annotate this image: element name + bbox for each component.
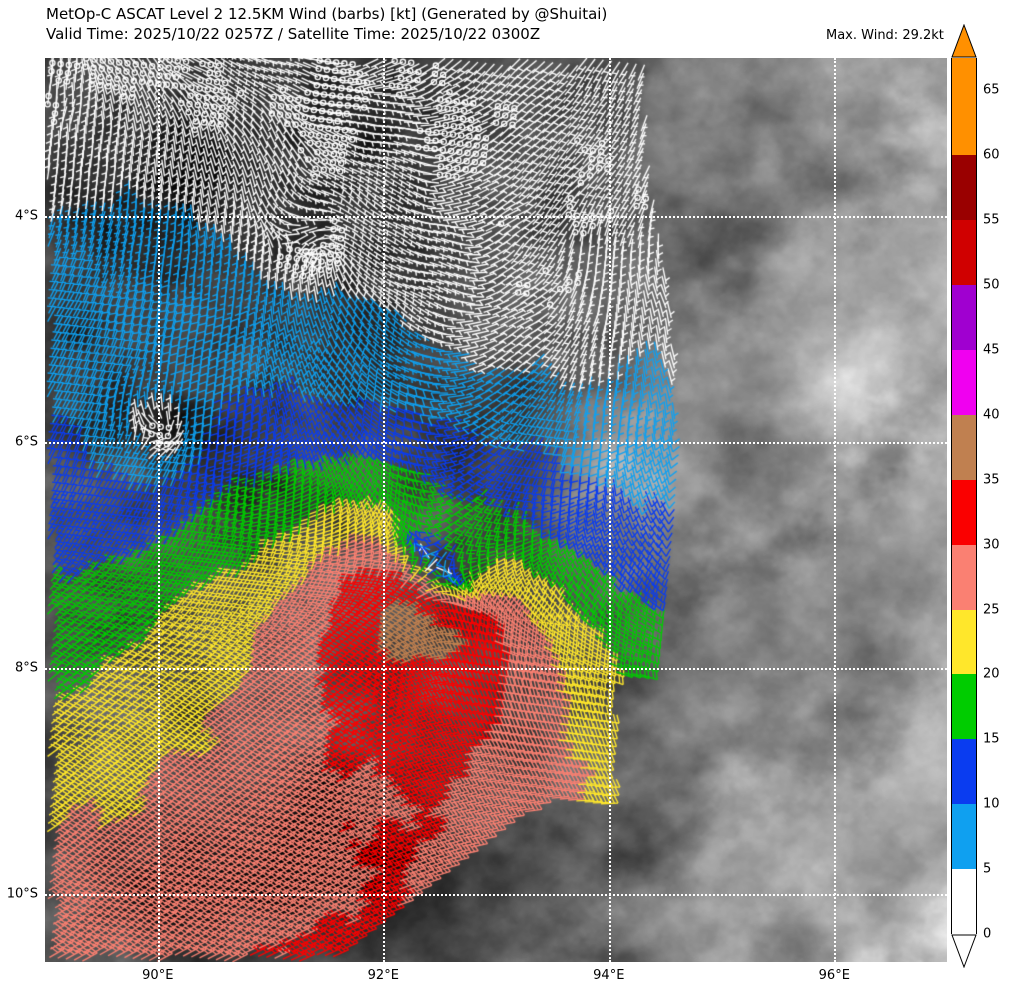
gridline-latitude <box>45 442 947 445</box>
colorbar-tick-label: 30 <box>983 537 1000 553</box>
colorbar-tick-label: 0 <box>983 926 992 942</box>
title-block: MetOp-C ASCAT Level 2 12.5KM Wind (barbs… <box>46 4 607 44</box>
colorbar-band <box>951 90 977 156</box>
colorbar-band <box>951 804 977 870</box>
colorbar-band <box>951 285 977 350</box>
colorbar-tick-label: 15 <box>983 731 1000 747</box>
chart-subtitle: Valid Time: 2025/10/22 0257Z / Satellite… <box>46 25 541 43</box>
y-axis-tick-label: 6°S <box>14 434 38 450</box>
x-axis-tick-label: 90°E <box>142 968 174 983</box>
colorbar-band <box>951 739 977 805</box>
y-axis-tick-label: 4°S <box>14 208 38 224</box>
colorbar-tick-label: 25 <box>983 602 1000 618</box>
colorbar-band <box>951 674 977 740</box>
colorbar-tick-label: 5 <box>983 861 992 877</box>
colorbar-under-arrow <box>951 934 977 969</box>
colorbar-band <box>951 220 977 286</box>
colorbar-tick-label: 45 <box>983 342 1000 358</box>
colorbar-band <box>951 479 977 545</box>
y-axis-tick-label: 10°S <box>6 886 38 902</box>
x-axis-tick-label: 92°E <box>367 968 399 983</box>
gridline-longitude <box>383 58 386 962</box>
colorbar-tick-label: 20 <box>983 666 1000 682</box>
y-axis-tick-label: 8°S <box>14 660 38 676</box>
gridline-latitude <box>45 216 947 219</box>
gridline-longitude <box>157 58 160 962</box>
colorbar-band <box>951 58 977 91</box>
colorbar-band <box>951 609 977 675</box>
colorbar-over-arrow <box>951 23 977 58</box>
colorbar-band <box>951 544 977 610</box>
x-axis-tick-label: 94°E <box>593 968 625 983</box>
colorbar-tick-label: 55 <box>983 212 1000 228</box>
colorbar-band <box>951 350 977 415</box>
max-wind-label: Max. Wind: 29.2kt <box>826 28 944 43</box>
colorbar-tick-label: 60 <box>983 147 1000 163</box>
wind-barbs-layer <box>45 58 947 962</box>
colorbar-frame <box>951 58 977 934</box>
x-axis-tick-label: 96°E <box>818 968 850 983</box>
colorbar-band <box>951 414 977 480</box>
colorbar-tick-label: 10 <box>983 796 1000 812</box>
wind-barb-map[interactable] <box>45 58 947 962</box>
colorbar-tick-label: 50 <box>983 277 1000 293</box>
colorbar-tick-label: 35 <box>983 472 1000 488</box>
colorbar-band <box>951 155 977 221</box>
chart-title: MetOp-C ASCAT Level 2 12.5KM Wind (barbs… <box>46 5 608 23</box>
colorbar[interactable] <box>951 58 977 934</box>
gridline-longitude <box>834 58 837 962</box>
gridline-longitude <box>608 58 611 962</box>
colorbar-tick-label: 40 <box>983 407 1000 423</box>
colorbar-band <box>951 869 977 934</box>
colorbar-tick-label: 65 <box>983 82 1000 98</box>
gridline-latitude <box>45 668 947 671</box>
gridline-latitude <box>45 894 947 897</box>
